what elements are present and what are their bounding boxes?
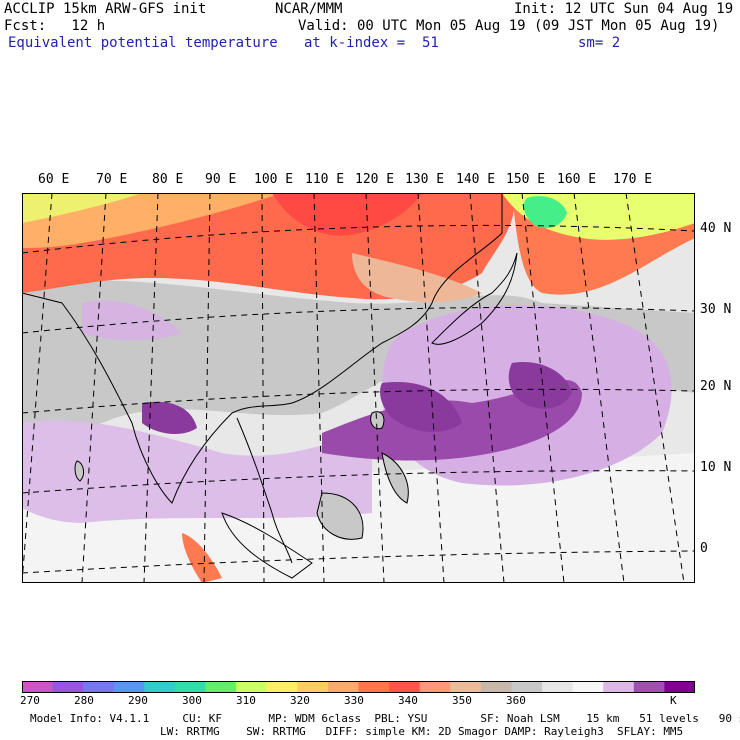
- lon-label-100e: 100 E: [254, 172, 294, 187]
- model-info-line1: Model Info: V4.1.1 CU: KF MP: WDM 6class…: [30, 712, 740, 725]
- colorbar-label: 310: [236, 694, 256, 707]
- lon-label-120e: 120 E: [355, 172, 395, 187]
- colorbar-label: K: [670, 694, 677, 707]
- lon-label-130e: 130 E: [405, 172, 445, 187]
- lon-label-70e: 70 E: [96, 172, 128, 187]
- lon-label-140e: 140 E: [456, 172, 496, 187]
- colorbar-cell: [297, 681, 329, 693]
- typhoon-core-purple: [380, 382, 462, 433]
- center-label: NCAR/MMM: [275, 1, 343, 17]
- lat-label-0: 0: [700, 541, 708, 556]
- model-title: ACCLIP 15km ARW-GFS init: [4, 1, 207, 17]
- colorbar-label: 280: [74, 694, 94, 707]
- northeast-green-patch: [523, 196, 567, 229]
- colorbar-cell: [205, 681, 237, 693]
- colorbar-cell: [542, 681, 574, 693]
- colorbar-label: 350: [452, 694, 472, 707]
- lon-label-80e: 80 E: [152, 172, 184, 187]
- asia-coastline: [22, 193, 503, 504]
- northwest-yellow-patch: [22, 193, 142, 223]
- colorbar-cell: [572, 681, 604, 693]
- colorbar-cell: [633, 681, 665, 693]
- philippines-outline: [381, 452, 409, 504]
- level-label: at k-index = 51: [304, 35, 439, 51]
- arabian-lilac-patch: [82, 300, 182, 341]
- japan-outline: [431, 252, 518, 345]
- colorbar-cell: [52, 681, 84, 693]
- field-name: Equivalent potential temperature: [8, 35, 278, 51]
- sumatra-outline: [221, 512, 313, 579]
- colorbar-cell: [327, 681, 359, 693]
- lon-label-110e: 110 E: [305, 172, 345, 187]
- colorbar-cell: [113, 681, 145, 693]
- lat-label-10n: 10 N: [700, 460, 732, 475]
- colorbar: [22, 681, 695, 693]
- colorbar-cell: [419, 681, 451, 693]
- colorbar-label: 330: [344, 694, 364, 707]
- colorbar-cell: [83, 681, 115, 693]
- colorbar-label: 290: [128, 694, 148, 707]
- colorbar-cell: [22, 681, 54, 693]
- model-info-line2: LW: RRTMG SW: RRTMG DIFF: simple KM: 2D …: [160, 725, 684, 738]
- lat-label-40n: 40 N: [700, 221, 732, 236]
- colorbar-label: 340: [398, 694, 418, 707]
- colorbar-cell: [664, 681, 695, 693]
- lon-label-170e: 170 E: [613, 172, 653, 187]
- colorbar-label: 300: [182, 694, 202, 707]
- lon-label-60e: 60 E: [38, 172, 70, 187]
- colorbar-cell: [450, 681, 482, 693]
- init-time: Init: 12 UTC Sun 04 Aug 19: [514, 1, 734, 17]
- central-pacific-purple: [508, 362, 572, 409]
- colorbar-cell: [266, 681, 298, 693]
- sumatra-warm-patch: [182, 533, 222, 583]
- taiwan-outline: [370, 411, 385, 430]
- smoothing-label: sm= 2: [578, 35, 621, 51]
- indian-ocean-lilac: [22, 420, 372, 523]
- colorbar-cell: [236, 681, 268, 693]
- manchuria-tan-patch: [352, 253, 482, 303]
- colorbar-label: 270: [20, 694, 40, 707]
- colorbar-label: 360: [506, 694, 526, 707]
- lat-label-20n: 20 N: [700, 379, 732, 394]
- forecast-hour: Fcst: 12 h: [4, 18, 106, 34]
- sri-lanka-outline: [74, 460, 85, 482]
- lon-label-160e: 160 E: [557, 172, 597, 187]
- colorbar-cell: [358, 681, 390, 693]
- lat-label-30n: 30 N: [700, 302, 732, 317]
- theta-e-map: [22, 193, 695, 583]
- lon-label-150e: 150 E: [506, 172, 546, 187]
- colorbar-cell: [174, 681, 207, 693]
- map-frame: [22, 193, 695, 583]
- colorbar-cell: [480, 681, 512, 693]
- lon-label-90e: 90 E: [205, 172, 237, 187]
- indochina-coastline: [236, 417, 293, 564]
- bay-of-bengal-purple: [142, 401, 197, 435]
- siberia-hot-patch: [272, 193, 422, 236]
- colorbar-frame: [22, 681, 695, 693]
- colorbar-cell: [603, 681, 635, 693]
- colorbar-cell: [144, 681, 176, 693]
- colorbar-cell: [511, 681, 543, 693]
- valid-time: Valid: 00 UTC Mon 05 Aug 19 (09 JST Mon …: [298, 18, 720, 34]
- colorbar-label: 320: [290, 694, 310, 707]
- colorbar-cell: [389, 681, 421, 693]
